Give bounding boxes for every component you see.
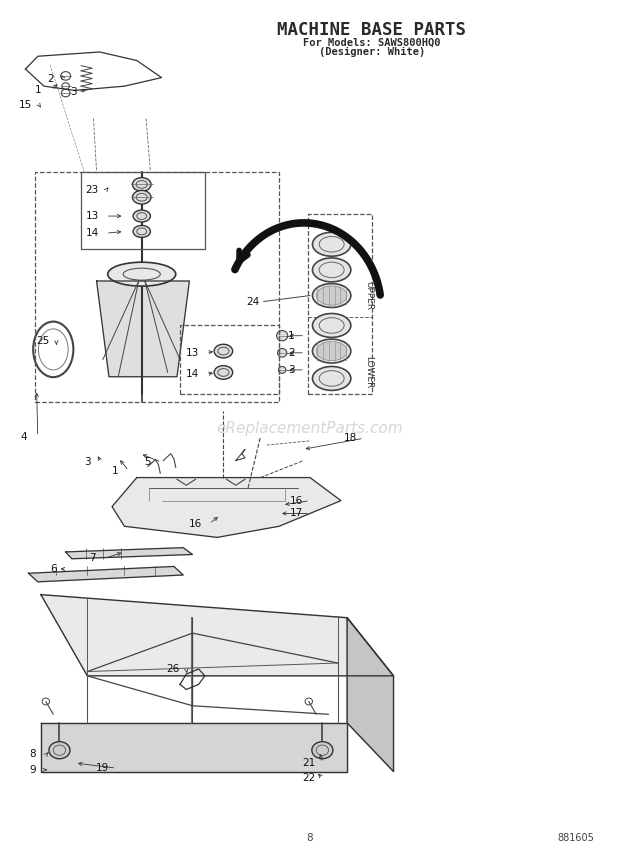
Text: 15: 15 [19, 100, 32, 110]
Ellipse shape [312, 258, 351, 282]
Text: UPPER: UPPER [365, 281, 373, 310]
Polygon shape [66, 548, 192, 559]
Text: 23: 23 [86, 186, 99, 195]
Ellipse shape [312, 283, 351, 307]
Text: 8: 8 [30, 750, 36, 759]
Text: 16: 16 [189, 519, 202, 529]
Text: eReplacementParts.com: eReplacementParts.com [216, 420, 404, 436]
Ellipse shape [108, 262, 175, 286]
Text: 5: 5 [144, 457, 151, 467]
Text: 13: 13 [186, 348, 199, 358]
Text: 26: 26 [166, 664, 179, 674]
Text: LOWER: LOWER [365, 356, 373, 389]
Ellipse shape [316, 342, 347, 360]
Polygon shape [97, 281, 189, 377]
Text: 24: 24 [247, 296, 260, 306]
Ellipse shape [133, 177, 151, 191]
Polygon shape [41, 722, 347, 771]
Text: 19: 19 [96, 764, 109, 773]
Ellipse shape [214, 366, 232, 379]
Text: 22: 22 [302, 773, 316, 783]
Text: 16: 16 [290, 496, 303, 506]
Ellipse shape [312, 339, 351, 363]
Text: 18: 18 [343, 433, 357, 443]
Text: 9: 9 [30, 765, 36, 775]
Text: 1: 1 [112, 466, 118, 476]
Text: 17: 17 [290, 508, 303, 519]
Ellipse shape [278, 366, 286, 373]
Text: 21: 21 [302, 758, 316, 768]
Text: (Designer: White): (Designer: White) [319, 47, 425, 57]
Text: 2: 2 [288, 348, 294, 358]
Text: 1: 1 [35, 86, 41, 95]
Ellipse shape [214, 344, 232, 358]
Ellipse shape [49, 741, 70, 758]
Ellipse shape [316, 286, 347, 305]
Polygon shape [112, 478, 341, 538]
Text: 3: 3 [288, 365, 294, 375]
Text: 14: 14 [86, 229, 99, 238]
Text: 881605: 881605 [557, 833, 595, 843]
Text: 8: 8 [307, 833, 313, 843]
Ellipse shape [312, 741, 333, 758]
Ellipse shape [133, 225, 151, 237]
Ellipse shape [278, 348, 287, 357]
Text: MACHINE BASE PARTS: MACHINE BASE PARTS [277, 21, 466, 39]
Polygon shape [29, 567, 183, 582]
Text: 2: 2 [47, 74, 53, 85]
Text: 3: 3 [71, 87, 77, 97]
Text: 14: 14 [186, 369, 199, 379]
Text: 1: 1 [288, 330, 294, 341]
Ellipse shape [133, 210, 151, 222]
Text: 25: 25 [36, 336, 50, 346]
Polygon shape [41, 595, 394, 676]
Text: 13: 13 [86, 211, 99, 221]
Text: 4: 4 [21, 431, 27, 442]
Text: 6: 6 [50, 564, 56, 574]
Ellipse shape [133, 190, 151, 204]
Ellipse shape [312, 366, 351, 390]
Text: For Models: SAWS800HQ0: For Models: SAWS800HQ0 [303, 38, 441, 48]
Ellipse shape [312, 232, 351, 256]
Polygon shape [347, 618, 394, 771]
Ellipse shape [277, 330, 288, 341]
Text: 7: 7 [89, 553, 95, 563]
Text: 3: 3 [84, 457, 91, 467]
Ellipse shape [312, 313, 351, 337]
